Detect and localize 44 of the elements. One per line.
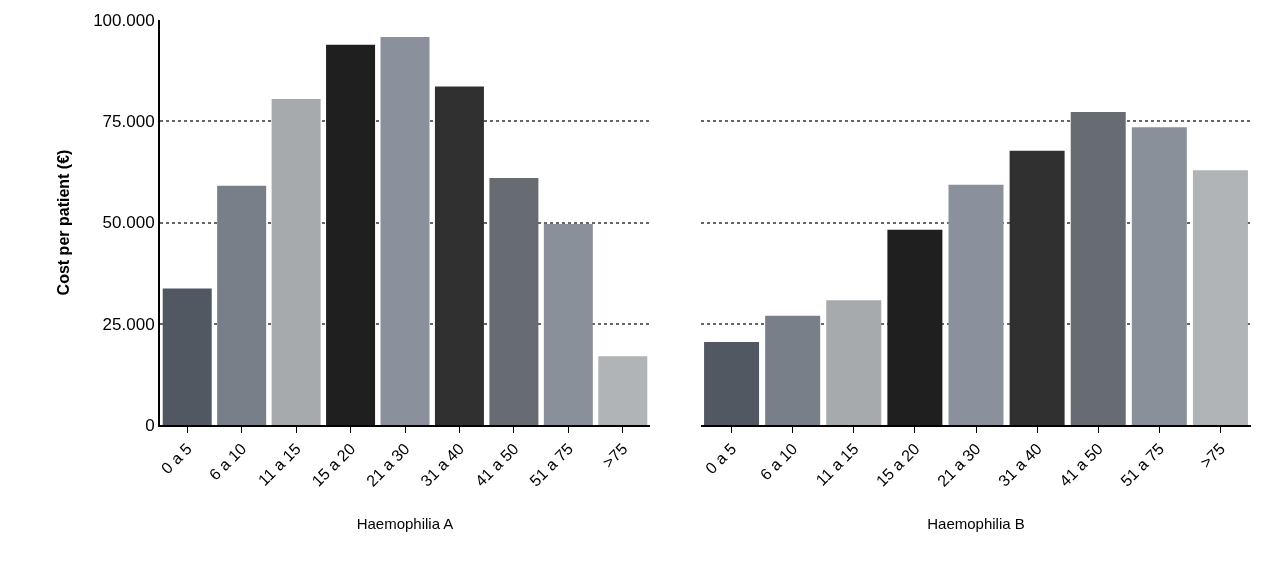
x-tick-label: 21 a 30 — [363, 439, 413, 490]
bar — [217, 185, 267, 425]
bar — [271, 98, 321, 425]
x-tick-label: 51 a 75 — [1117, 439, 1168, 490]
bar — [704, 341, 760, 425]
y-tick-label: 25.000 — [102, 314, 155, 334]
x-tick-label: 11 a 15 — [812, 439, 862, 489]
x-tick-label: >75 — [599, 439, 631, 472]
bar — [1070, 111, 1126, 425]
x-tick-label: 0 a 5 — [157, 439, 196, 478]
x-tick-label: >75 — [1197, 439, 1229, 472]
bar — [1131, 127, 1187, 425]
y-axis-title: Cost per patient (€) — [54, 149, 72, 296]
bar — [543, 224, 593, 425]
x-axis-title: Haemophilia B — [927, 515, 1025, 533]
x-tick-label: 15 a 20 — [308, 439, 359, 490]
x-tick-label: 6 a 10 — [756, 439, 801, 484]
bar — [826, 300, 882, 425]
bar — [489, 177, 539, 425]
bar — [887, 229, 943, 425]
x-tick-label: 6 a 10 — [205, 439, 250, 484]
x-tick-label: 31 a 40 — [995, 439, 1045, 490]
y-tick-label: 100.000 — [93, 10, 155, 30]
x-tick-label: 21 a 30 — [934, 439, 984, 490]
bar — [765, 315, 821, 425]
x-tick-label: 31 a 40 — [417, 439, 468, 490]
x-tick-label: 11 a 15 — [254, 439, 304, 489]
x-axis-title: Haemophilia A — [356, 515, 454, 533]
x-tick-label: 0 a 5 — [702, 439, 740, 478]
bar — [948, 184, 1004, 425]
y-tick-label: 0 — [145, 415, 155, 435]
bar — [380, 37, 430, 425]
y-tick-label: 75.000 — [102, 112, 155, 132]
bar — [1192, 170, 1248, 425]
x-tick-label: 41 a 50 — [471, 439, 522, 490]
bar — [598, 356, 648, 425]
y-tick-label: 50.000 — [102, 213, 155, 233]
x-tick-label: 15 a 20 — [872, 439, 923, 490]
x-tick-label: 51 a 75 — [526, 439, 577, 490]
bar — [434, 86, 484, 425]
x-tick-label: 41 a 50 — [1056, 439, 1107, 490]
bar — [1009, 150, 1065, 425]
bar — [162, 288, 212, 425]
bar — [326, 44, 376, 425]
